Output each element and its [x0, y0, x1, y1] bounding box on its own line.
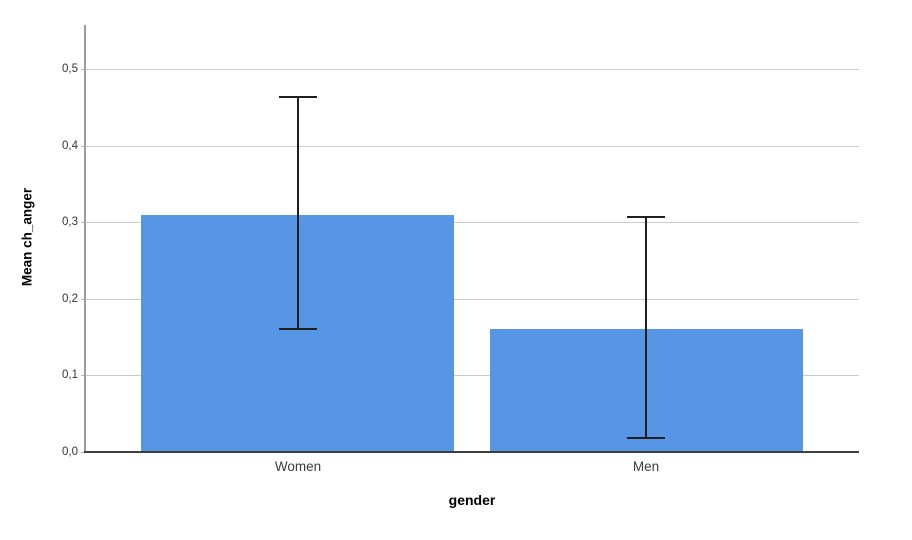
x-axis-title: gender — [448, 492, 496, 508]
y-tick-mark — [81, 299, 85, 300]
y-tick-mark — [81, 146, 85, 147]
y-tick-label: 0,3 — [62, 216, 78, 228]
error-bar-cap-bottom-men — [627, 437, 665, 439]
error-bar-cap-top-women — [279, 96, 317, 98]
y-axis-line — [84, 25, 86, 453]
x-tick-label-women: Women — [274, 459, 322, 474]
y-tick-label: 0,1 — [62, 369, 78, 381]
error-bar-cap-bottom-women — [279, 328, 317, 330]
x-tick-label-men: Men — [632, 459, 660, 474]
y-tick-label: 0,5 — [62, 63, 78, 75]
y-axis-title: Mean ch_anger — [19, 187, 35, 287]
x-axis-line — [84, 451, 859, 453]
gridline — [85, 69, 859, 70]
y-tick-label: 0,2 — [62, 293, 78, 305]
gridline — [85, 146, 859, 147]
gridline — [85, 299, 859, 300]
y-tick-mark — [81, 69, 85, 70]
y-tick-label: 0,4 — [62, 140, 78, 152]
y-tick-mark — [81, 375, 85, 376]
y-tick-mark — [81, 452, 85, 453]
error-bar-cap-top-men — [627, 216, 665, 218]
y-tick-mark — [81, 222, 85, 223]
error-bar-line-women — [297, 96, 299, 329]
gridline — [85, 222, 859, 223]
error-bar-line-men — [645, 216, 647, 438]
plot-area: 0,0 0,1 0,2 0,3 0,4 0,5 Women Men — [62, 25, 859, 474]
gridline — [85, 375, 859, 376]
y-tick-label: 0,0 — [62, 446, 78, 458]
